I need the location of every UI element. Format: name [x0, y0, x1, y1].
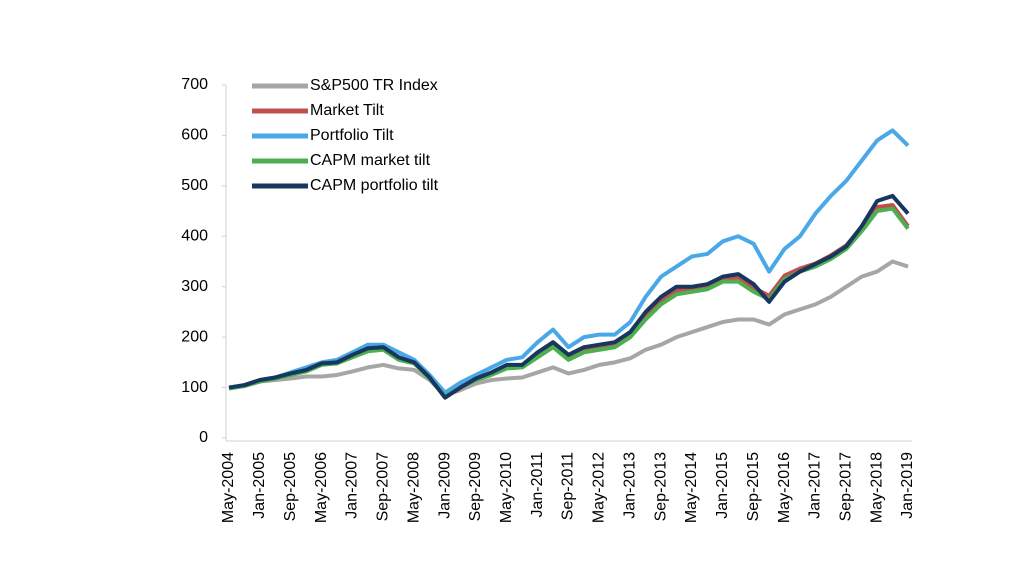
series-line	[228, 193, 910, 400]
x-tick-label: Sep-2005	[282, 452, 299, 521]
y-tick-label: 600	[181, 127, 208, 144]
legend-label: CAPM market tilt	[310, 152, 431, 169]
y-tick-label: 400	[181, 228, 208, 245]
x-tick-label: Jan-2007	[344, 452, 361, 519]
series-line	[228, 206, 910, 399]
x-tick-label: Sep-2015	[745, 452, 762, 521]
x-tick-label: Sep-2013	[652, 452, 669, 521]
x-tick-label: May-2004	[220, 452, 237, 523]
x-tick-label: Sep-2007	[375, 452, 392, 521]
legend-label: CAPM portfolio tilt	[310, 177, 439, 194]
legend-label: Portfolio Tilt	[310, 127, 394, 144]
x-tick-label: Jan-2011	[529, 452, 546, 518]
x-tick-label: May-2008	[405, 452, 422, 523]
x-tick-label: May-2014	[683, 452, 700, 523]
x-tick-label: May-2012	[591, 452, 608, 523]
x-tick-label: Jan-2013	[621, 452, 638, 519]
y-tick-label: 500	[181, 177, 208, 194]
x-tick-label: Jan-2005	[251, 452, 268, 519]
x-tick-label: Sep-2009	[467, 452, 484, 521]
x-tick-label: Jan-2015	[714, 452, 731, 519]
y-tick-label: 200	[181, 328, 208, 345]
y-tick-label: 100	[181, 379, 208, 396]
series-line	[228, 128, 910, 395]
legend-label: Market Tilt	[310, 102, 384, 119]
x-tick-label: Sep-2017	[837, 452, 854, 521]
series-line	[228, 203, 910, 398]
y-tick-label: 0	[199, 429, 208, 446]
x-tick-label: Jan-2019	[899, 452, 916, 519]
series-line	[228, 259, 909, 398]
x-tick-label: Jan-2017	[807, 452, 824, 519]
x-tick-label: May-2006	[313, 452, 330, 523]
y-tick-label: 300	[181, 278, 208, 295]
x-tick-label: Jan-2009	[436, 452, 453, 519]
y-tick-label: 700	[181, 76, 208, 93]
x-tick-label: Sep-2011	[560, 452, 577, 520]
legend-label: S&P500 TR Index	[310, 77, 438, 94]
x-tick-label: May-2010	[498, 452, 515, 523]
x-tick-label: May-2016	[776, 452, 793, 523]
x-tick-label: May-2018	[868, 452, 885, 523]
